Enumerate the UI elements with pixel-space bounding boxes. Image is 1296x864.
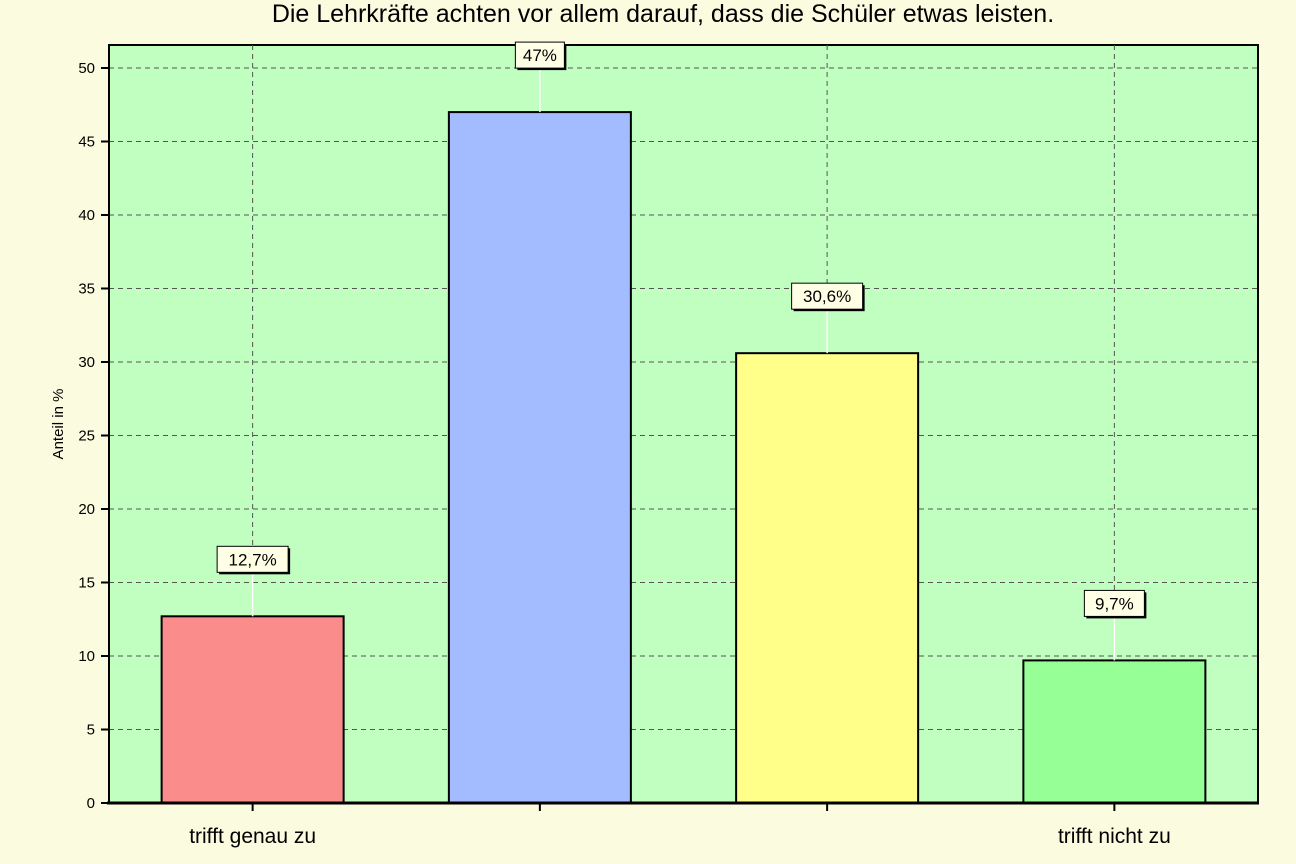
data-label: 30,6% [803,287,851,306]
bar [447,111,632,805]
data-label: 9,7% [1095,594,1134,613]
y-tick-label: 20 [78,501,95,518]
y-tick-label: 25 [78,428,95,445]
y-tick-label: 10 [78,648,95,665]
x-axis-ticks: trifft genau zu trifft nicht zu [189,803,1171,848]
bar [735,352,920,804]
data-label-box [791,282,864,310]
y-tick-label: 35 [78,281,95,298]
bars [160,111,1207,805]
y-tick-label: 45 [78,134,95,151]
y-axis-ticks: 0 5 10 15 20 25 30 35 40 45 50 [78,60,109,812]
chart-title: Die Lehrkräfte achten vor allem darauf, … [272,0,1054,28]
data-label-box [514,41,565,69]
y-axis-label: Anteil in % [50,389,67,460]
x-tick-label: trifft genau zu [189,825,316,848]
x-tick-label: trifft nicht zu [1058,825,1171,848]
data-label-box [216,545,289,573]
data-label: 47% [523,46,557,65]
y-tick-label: 15 [78,575,95,592]
data-labels: 12,7% 47% 30,6% 9,7% [216,41,1147,661]
y-tick-label: 30 [78,354,95,371]
y-tick-label: 40 [78,207,95,224]
y-tick-label: 0 [87,795,95,812]
data-label: 12,7% [229,550,277,569]
data-label-box [1083,589,1145,617]
y-tick-label: 5 [87,722,95,739]
y-tick-label: 50 [78,60,95,77]
bar [1022,659,1207,804]
bar [160,615,345,804]
